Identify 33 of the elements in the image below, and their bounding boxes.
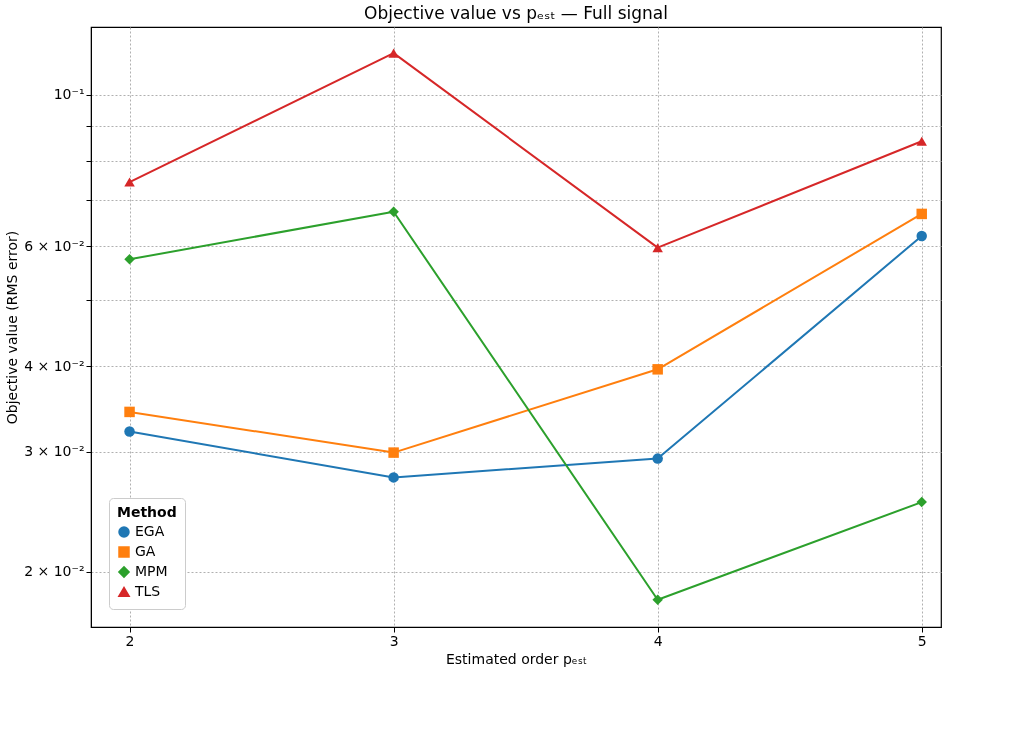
point [652, 453, 663, 464]
point [916, 230, 927, 242]
point [916, 136, 927, 146]
x-tick-label: 3 [389, 632, 399, 649]
y-tick-label: 3 × 10⁻² [24, 443, 85, 460]
point [124, 406, 135, 418]
x-axis-title: Estimated order pₑₛₜ [445, 650, 588, 667]
x-tick-label: 4 [653, 632, 663, 649]
y-tick-label: 4 × 10⁻² [24, 357, 85, 374]
x-tick-label: 2 [125, 632, 135, 649]
legend-label: MPM [135, 563, 168, 579]
point [124, 426, 135, 437]
y-tick-label: 6 × 10⁻² [24, 237, 85, 254]
point [124, 177, 135, 187]
y-tick-label: 10⁻¹ [53, 86, 85, 103]
y-tick-label: 2 × 10⁻² [24, 563, 85, 580]
legend-label: EGA [135, 523, 165, 539]
y-axis-title: Objective value (RMS error) [4, 230, 21, 425]
point [388, 447, 399, 458]
point [652, 594, 663, 605]
legend-title: Method [117, 504, 177, 520]
point [652, 364, 663, 375]
x-tick-label: 5 [917, 632, 927, 649]
point [652, 243, 663, 253]
point [388, 206, 399, 217]
point [388, 48, 399, 58]
point [916, 208, 927, 220]
legend-label: TLS [134, 583, 161, 599]
point [388, 472, 399, 483]
point [916, 496, 927, 508]
chart-title: Objective value vs pₑₛₜ — Full signal [364, 3, 668, 23]
legend-label: GA [135, 543, 156, 559]
point [124, 254, 135, 265]
